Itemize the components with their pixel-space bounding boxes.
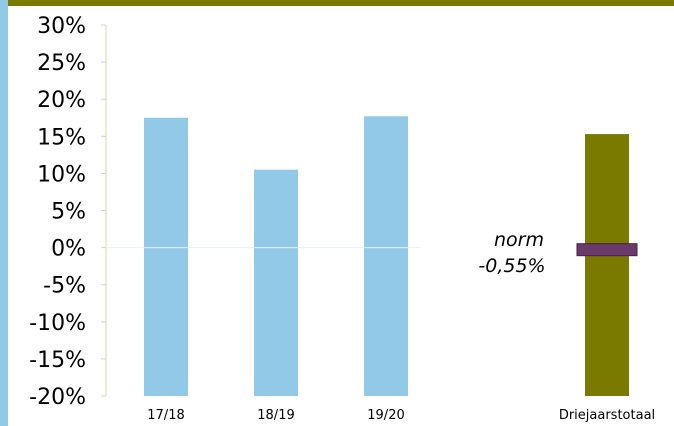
x-tick-label: Driejaarstotaal (559, 408, 655, 423)
x-tick-label: 18/19 (257, 408, 294, 423)
norm-label: norm (494, 229, 544, 251)
y-tick-label: -5% (43, 274, 86, 299)
x-tick-label: 17/18 (147, 408, 184, 423)
left-frame-strip (0, 0, 8, 426)
y-tick-label: -20% (29, 385, 86, 410)
bar-driejaarstotaal (585, 134, 629, 396)
y-tick-label: 20% (37, 88, 86, 113)
bar-19-20 (364, 116, 408, 397)
bar-18-19 (254, 169, 298, 396)
norm-value-label: -0,55% (478, 255, 545, 277)
y-tick-label: 15% (37, 125, 86, 150)
y-tick-label: -10% (29, 311, 86, 336)
top-frame-strip (0, 0, 674, 6)
y-tick-label: 10% (37, 162, 86, 187)
norm-marker (576, 243, 638, 257)
y-tick-label: -15% (29, 348, 86, 373)
y-tick-label: 25% (37, 51, 86, 76)
bar-17-18 (144, 117, 188, 396)
x-tick-label: 19/20 (367, 408, 404, 423)
y-tick-label: 30% (37, 14, 86, 39)
y-tick-label: 0% (51, 237, 86, 262)
y-tick-label: 5% (51, 200, 86, 225)
